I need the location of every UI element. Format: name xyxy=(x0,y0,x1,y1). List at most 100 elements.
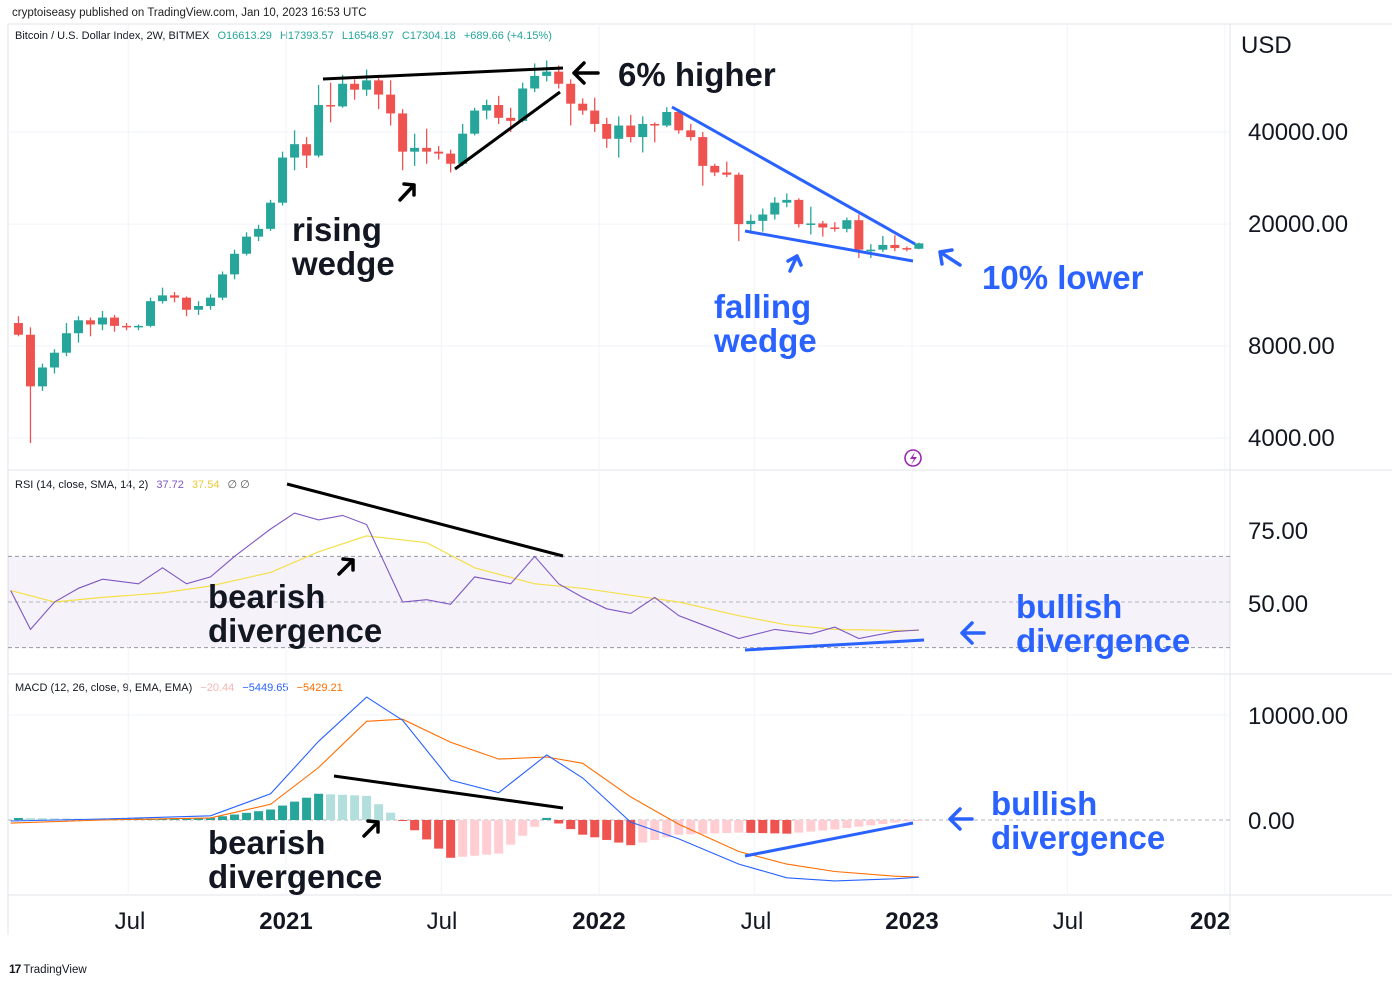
candle-body xyxy=(206,297,216,307)
candle-body xyxy=(674,111,684,131)
annotation-falling: falling xyxy=(714,288,811,325)
histogram-bar xyxy=(914,820,924,821)
candle-body xyxy=(362,80,372,90)
falling-wedge-top-line xyxy=(671,105,916,246)
annotation-six-pct-higher: 6% higher xyxy=(618,56,776,93)
candle-body xyxy=(182,297,192,310)
histogram-bar xyxy=(878,820,888,824)
candle-body xyxy=(614,125,624,139)
candle-body xyxy=(218,274,228,298)
histogram-bar xyxy=(566,820,576,830)
currency-label: USD xyxy=(1241,32,1292,59)
candle-body xyxy=(626,125,636,138)
candle-body xyxy=(794,199,804,225)
histogram-bar xyxy=(434,820,444,849)
candle-body xyxy=(506,117,516,121)
candle-body xyxy=(374,80,384,95)
macd-value: −5449.65 xyxy=(242,682,289,694)
histogram-bar xyxy=(794,820,804,833)
macd-histogram xyxy=(13,793,924,858)
candle-body xyxy=(314,105,324,156)
candle-body xyxy=(422,147,432,152)
histogram-bar xyxy=(242,812,252,820)
candle-body xyxy=(542,71,552,76)
histogram-bar xyxy=(710,820,720,834)
annotation-rising: rising xyxy=(292,211,382,248)
change-value: +689.66 (+4.15%) xyxy=(463,30,552,42)
candle-body xyxy=(830,227,840,229)
time-label-2021: 2021 xyxy=(259,908,312,935)
candle-body xyxy=(698,137,708,166)
price-axis-label-4000: 4000.00 xyxy=(1248,425,1335,452)
macd-bullish-divergence-line xyxy=(744,821,914,858)
rsi-legend: RSI (14, close, SMA, 14, 2) 37.72 37.54 … xyxy=(15,478,250,491)
candle-body xyxy=(878,244,888,250)
histogram-bar xyxy=(230,814,240,820)
histogram-bar xyxy=(782,820,792,834)
arrow-rising-wedge xyxy=(398,182,416,202)
histogram-bar xyxy=(698,820,708,834)
candle-body xyxy=(806,223,816,225)
histogram-bar xyxy=(314,793,324,820)
histogram-bar xyxy=(254,811,264,820)
histogram-bar xyxy=(194,818,204,820)
candle-body xyxy=(37,367,47,387)
candle-body xyxy=(746,220,756,225)
candle-body xyxy=(770,202,780,215)
histogram-bar xyxy=(758,820,768,834)
candle-body xyxy=(710,165,720,173)
annotation-macd-bearish: bearish xyxy=(208,824,325,861)
macd-line xyxy=(10,696,919,882)
candle-body xyxy=(662,111,672,126)
candle-body xyxy=(818,223,828,228)
histogram-bar xyxy=(902,820,912,822)
falling-wedge-bottom-line xyxy=(744,229,914,263)
histogram-bar xyxy=(49,818,59,820)
candle-body xyxy=(73,320,83,334)
candle-body xyxy=(230,253,240,275)
tradingview-icon: 17 xyxy=(9,962,21,976)
histogram-bar xyxy=(866,820,876,826)
histogram-bar xyxy=(458,820,468,857)
histogram-bar xyxy=(470,820,480,856)
rsi-axis-label-75: 75.00 xyxy=(1248,518,1308,545)
candle-body xyxy=(85,320,95,325)
histogram-bar xyxy=(638,820,648,843)
time-label-jul-2023: Jul xyxy=(1053,908,1084,935)
candle-body xyxy=(554,71,564,84)
histogram-bar xyxy=(362,795,372,820)
rsi-sma-value: 37.54 xyxy=(191,479,220,491)
candle-body xyxy=(338,83,348,107)
tradingview-brand: TradingView xyxy=(23,964,87,976)
rsi-bearish-divergence-line xyxy=(286,482,564,558)
annotation-rsi-divergence: divergence xyxy=(208,612,382,649)
histogram-bar xyxy=(554,820,564,824)
histogram-bar xyxy=(746,820,756,833)
histogram-bar xyxy=(590,820,600,838)
rsi-title[interactable]: RSI (14, close, SMA, 14, 2) xyxy=(15,479,149,491)
candle-body xyxy=(302,144,312,156)
candle-body xyxy=(61,333,71,353)
histogram-bar xyxy=(326,794,336,820)
histogram-bar xyxy=(506,820,516,845)
arrow-six-pct xyxy=(572,61,600,85)
symbol-title[interactable]: Bitcoin / U.S. Dollar Index, 2W, BITMEX xyxy=(15,30,210,42)
histogram-bar xyxy=(542,817,552,820)
histogram-bar xyxy=(494,820,504,854)
arrow-ten-pct xyxy=(938,248,962,267)
candle-body xyxy=(458,133,468,164)
histogram-bar xyxy=(338,794,348,820)
candle-body xyxy=(854,220,864,250)
candle-body xyxy=(482,105,492,111)
histogram-bar xyxy=(662,820,672,838)
lightning-icon[interactable] xyxy=(904,449,922,467)
tradingview-logo[interactable]: 17 TradingView xyxy=(9,962,87,976)
histogram-bar xyxy=(626,820,636,846)
candle-body xyxy=(13,323,23,335)
candle-body xyxy=(434,151,444,154)
macd-title[interactable]: MACD (12, 26, close, 9, EMA, EMA) xyxy=(15,682,193,694)
annotation-rsi-bearish: bearish xyxy=(208,578,325,615)
histogram-bar xyxy=(410,820,420,831)
macd-hist-value: −20.44 xyxy=(200,682,235,694)
